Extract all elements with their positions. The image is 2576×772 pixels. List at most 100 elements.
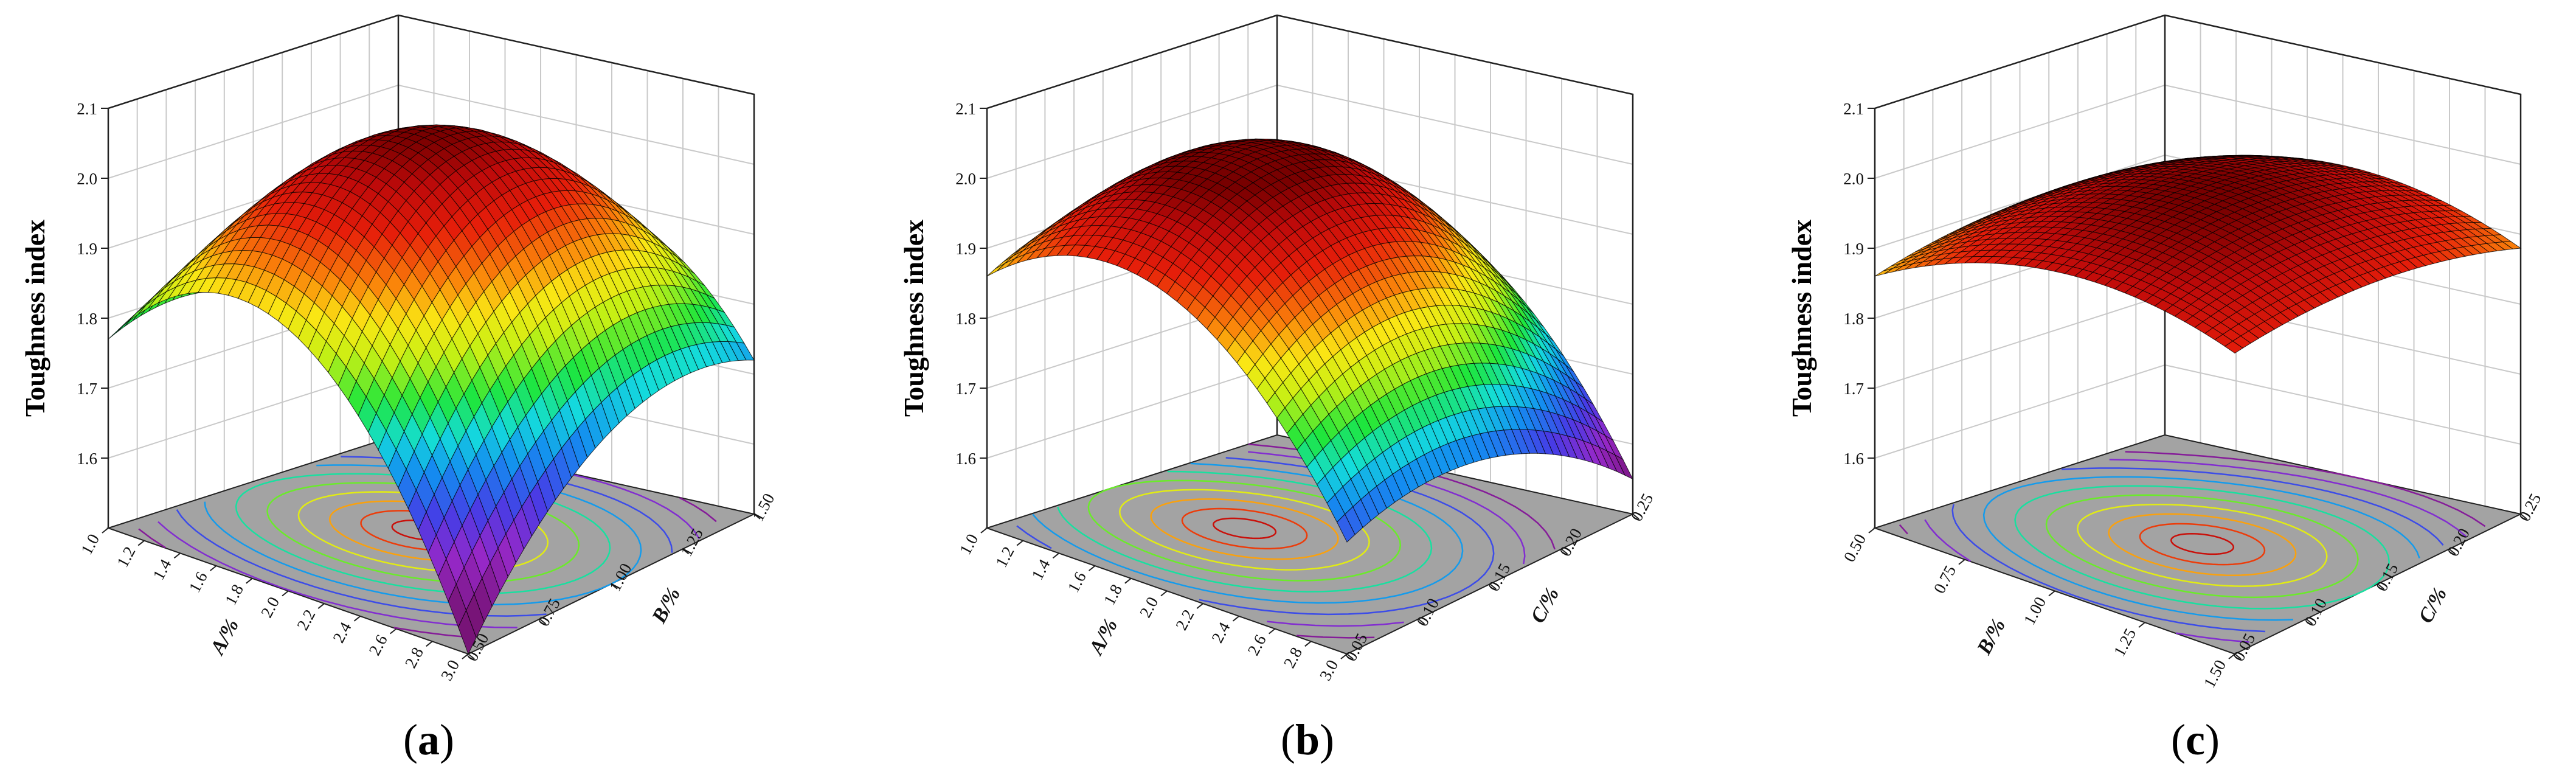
x-tick-label: 1.2 [992,543,1017,570]
contour-line [1297,635,1375,639]
x-tick-label: 2.4 [1208,619,1234,645]
contour-line [1924,519,1972,562]
x-tick-label: 1.8 [221,582,247,608]
x-tick-label: 1.4 [149,556,175,583]
y-tick [468,653,475,659]
x-tick [1340,653,1348,659]
contour-line [2139,523,2266,566]
contour-line [235,473,611,594]
x-tick-label: 2.4 [329,619,355,645]
x-tick-label: 1.8 [1100,582,1126,608]
surface-mesh [108,124,755,655]
panel-letter: b [1295,715,1320,764]
contour-line [266,482,580,583]
y-tick [1560,548,1568,555]
x-tick-label: 2.6 [365,631,391,658]
x-tick [246,578,253,584]
y-tick [611,583,618,589]
panel-b: 1.6 1.7 1.8 1.9 2.0 2.1 Toughness index 1.0 1.2 1… [898,14,1657,764]
contour-line [2061,467,2444,546]
surface-mesh [1874,155,2522,354]
panel-c: 1.6 1.7 1.8 1.9 2.0 2.1 Toughness index 0.50 0.7… [1786,14,2544,764]
x-tick-label: 2.2 [293,607,319,633]
x-tick [1124,578,1132,584]
x-tick [980,527,988,534]
contour-line [2175,632,2249,643]
z-tick-label: 1.6 [955,450,976,468]
x-tick-label: 2.2 [1172,607,1197,633]
x-tick-label: 2.8 [401,644,427,671]
x-tick-label: 1.0 [956,531,982,558]
x-tick [2048,590,2055,597]
contour-line [1267,621,1404,627]
x-tick-label: 2.6 [1244,631,1270,658]
x-tick [2138,622,2145,628]
z-tick-label: 2.0 [955,170,976,188]
z-tick-label: 1.6 [1843,450,1864,468]
z-tick-label: 2.1 [955,100,976,118]
x-tick [389,628,397,635]
x-tick [426,641,433,647]
contour-line [1016,525,1052,549]
z-tick-label: 1.9 [77,240,97,258]
z-tick-label: 1.8 [1843,310,1864,328]
y-axis-label: C/% [2414,584,2451,627]
panel-letter: c [2186,715,2205,764]
contour-line [1087,479,1402,582]
z-tick-label: 1.9 [955,240,976,258]
contour-line [2170,533,2235,555]
x-tick-label: 1.2 [113,543,139,570]
z-tick-label: 1.7 [77,380,97,398]
z-tick-label: 1.6 [77,450,97,468]
surface-mesh [986,138,1634,543]
contour-line [2109,459,2467,537]
z-tick-label: 1.8 [77,310,97,328]
contour-line [2014,485,2390,610]
contour-line [679,497,717,523]
y-tick [1418,618,1425,625]
x-tick-label: 1.50 [2200,657,2230,691]
z-axis: 1.6 1.7 1.8 1.9 2.0 2.1 Toughness index [1786,100,1875,468]
x-tick-label: 3.0 [1316,657,1342,684]
y-tick [682,548,690,555]
surface-cell [458,610,477,655]
z-tick-label: 1.8 [955,310,976,328]
z-axis-label: Toughness index [898,220,929,417]
x-tick [1868,527,1875,534]
y-axis-label: C/% [1526,584,1563,627]
x-tick [1016,540,1023,546]
z-axis-label: Toughness index [19,220,50,417]
x-tick [1196,603,1203,609]
contour-line [1190,462,1464,585]
y-tick [1346,653,1354,659]
z-axis: 1.6 1.7 1.8 1.9 2.0 2.1 Toughness index [19,100,108,468]
x-tick [1088,565,1096,571]
x-axis-label: A/% [206,615,243,659]
contour-line [1982,476,2420,621]
x-tick [209,565,217,571]
contour-line [1199,591,1460,616]
x-tick [137,540,145,546]
floor-contours [1899,451,2486,643]
z-tick-label: 1.7 [1843,380,1864,398]
x-tick [1052,552,1060,559]
x-tick [1160,590,1168,597]
surface-cell [986,263,1006,277]
x-tick-label: 1.6 [185,569,211,596]
contour-line [204,501,612,606]
x-tick [1958,558,1965,565]
panel-label: (b) [1281,715,1334,764]
x-tick [1268,628,1276,635]
y-tick [1489,583,1497,589]
x-tick [353,616,361,622]
contour-line [2045,494,2359,599]
x-tick [462,653,469,659]
contour-line [1181,507,1308,550]
y-tick-label: 1.50 [749,490,778,524]
y-axis-label: B/% [648,584,685,628]
y-tick [753,513,761,520]
x-axis-label: B/% [1973,615,2010,659]
contour-line [1899,524,1908,535]
contour-line [1057,506,1407,593]
z-tick-label: 2.1 [1843,100,1864,118]
